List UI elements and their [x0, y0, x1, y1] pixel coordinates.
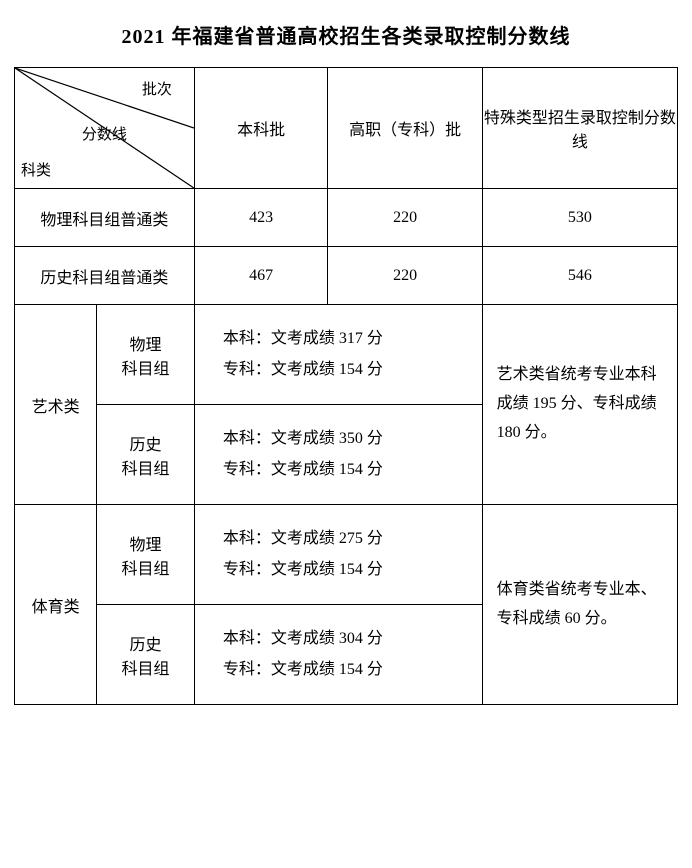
- score-table: 批次 分数线 科类 本科批 高职（专科）批 特殊类型招生录取控制分数线 物理科目…: [14, 67, 678, 705]
- cell-benke: 467: [194, 247, 328, 305]
- score-line: 专科：文考成绩 154 分: [223, 455, 482, 485]
- row-category: 物理科目组普通类: [15, 189, 195, 247]
- subgroup-label: 物理科目组: [97, 305, 195, 405]
- cell-gaozhi: 220: [328, 189, 482, 247]
- cell-teshu: 546: [482, 247, 677, 305]
- col-header-benke: 本科批: [194, 68, 328, 189]
- cell-benke: 423: [194, 189, 328, 247]
- col-header-gaozhi: 高职（专科）批: [328, 68, 482, 189]
- group-category: 艺术类: [15, 305, 97, 505]
- score-line: 本科：文考成绩 304 分: [223, 624, 482, 654]
- score-lines: 本科：文考成绩 275 分 专科：文考成绩 154 分: [194, 505, 482, 605]
- page-title: 2021 年福建省普通高校招生各类录取控制分数线: [14, 20, 678, 49]
- table-row: 物理科目组普通类 423 220 530: [15, 189, 678, 247]
- diagonal-header-cell: 批次 分数线 科类: [15, 68, 195, 189]
- score-line: 本科：文考成绩 317 分: [223, 324, 482, 354]
- cell-teshu: 530: [482, 189, 677, 247]
- subgroup-label: 物理科目组: [97, 505, 195, 605]
- table-row: 艺术类 物理科目组 本科：文考成绩 317 分 专科：文考成绩 154 分 艺术…: [15, 305, 678, 405]
- subgroup-label: 历史科目组: [97, 605, 195, 705]
- score-line: 本科：文考成绩 275 分: [223, 524, 482, 554]
- row-category: 历史科目组普通类: [15, 247, 195, 305]
- score-lines: 本科：文考成绩 317 分 专科：文考成绩 154 分: [194, 305, 482, 405]
- score-line: 本科：文考成绩 350 分: [223, 424, 482, 454]
- diag-label-kelei: 科类: [21, 159, 51, 180]
- group-note: 体育类省统考专业本、专科成绩 60 分。: [482, 505, 677, 705]
- table-header-row: 批次 分数线 科类 本科批 高职（专科）批 特殊类型招生录取控制分数线: [15, 68, 678, 189]
- score-line: 专科：文考成绩 154 分: [223, 655, 482, 685]
- col-header-teshu: 特殊类型招生录取控制分数线: [482, 68, 677, 189]
- diag-label-fenshu: 分数线: [82, 123, 127, 144]
- score-lines: 本科：文考成绩 304 分 专科：文考成绩 154 分: [194, 605, 482, 705]
- table-row: 历史科目组普通类 467 220 546: [15, 247, 678, 305]
- cell-gaozhi: 220: [328, 247, 482, 305]
- score-lines: 本科：文考成绩 350 分 专科：文考成绩 154 分: [194, 405, 482, 505]
- score-line: 专科：文考成绩 154 分: [223, 355, 482, 385]
- subgroup-label: 历史科目组: [97, 405, 195, 505]
- group-note: 艺术类省统考专业本科成绩 195 分、专科成绩 180 分。: [482, 305, 677, 505]
- group-category: 体育类: [15, 505, 97, 705]
- diag-label-pici: 批次: [142, 78, 172, 99]
- table-row: 体育类 物理科目组 本科：文考成绩 275 分 专科：文考成绩 154 分 体育…: [15, 505, 678, 605]
- score-line: 专科：文考成绩 154 分: [223, 555, 482, 585]
